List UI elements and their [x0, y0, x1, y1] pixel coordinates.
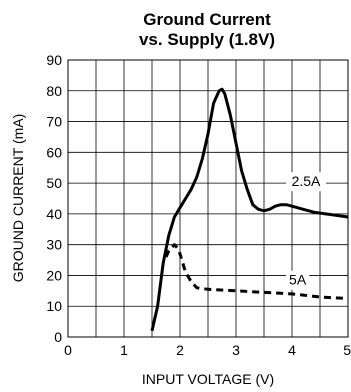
x-tick-label: 1 [120, 342, 128, 358]
y-tick-label: 50 [46, 175, 62, 191]
series-line-5a [164, 243, 349, 300]
x-axis-label: INPUT VOLTAGE (V) [142, 371, 274, 387]
y-tick-label: 40 [46, 206, 62, 222]
x-tick-label: 3 [232, 342, 240, 358]
annotation-background [286, 270, 310, 290]
annotation-layer: 2.5A 5A [286, 172, 326, 290]
y-tick-labels: 0 10 20 30 40 50 60 70 80 90 [46, 52, 62, 345]
series-annotation-label: 2.5A [292, 173, 321, 189]
y-tick-label: 60 [46, 144, 62, 160]
y-tick-label: 0 [54, 329, 62, 345]
series-layer [150, 87, 349, 332]
chart-title-line2: vs. Supply (1.8V) [139, 30, 275, 49]
y-axis-label: GROUND CURRENT (mA) [10, 114, 26, 283]
x-tick-label: 5 [343, 342, 351, 358]
y-tick-label: 30 [46, 237, 62, 253]
y-tick-label: 90 [46, 52, 62, 68]
series-annotation-label: 5A [289, 272, 307, 288]
y-tick-label: 20 [46, 267, 62, 283]
x-tick-label: 4 [288, 342, 296, 358]
series-line-2-5a [150, 87, 349, 332]
x-tick-labels: 0 1 2 3 4 5 [64, 342, 351, 358]
y-tick-label: 10 [46, 298, 62, 314]
x-tick-label: 0 [64, 342, 72, 358]
x-tick-label: 2 [176, 342, 184, 358]
plot-frame [67, 59, 349, 338]
y-tick-label: 70 [46, 114, 62, 130]
y-tick-label: 80 [46, 83, 62, 99]
chart-title-line1: Ground Current [143, 10, 271, 29]
annotation-background [286, 172, 326, 192]
